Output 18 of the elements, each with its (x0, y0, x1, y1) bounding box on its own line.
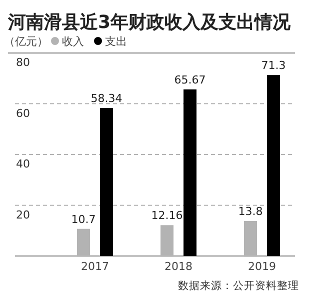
x-tick-label: 2018 (164, 260, 192, 273)
data-label: 13.8 (238, 204, 263, 218)
chart-title: 河南滑县近3年财政收入及支出情况 (7, 12, 292, 33)
data-label: 12.16 (151, 209, 183, 222)
data-label: 71.3 (261, 59, 286, 72)
legend-label: 收入 (62, 35, 84, 48)
y-tick-label: 60 (16, 106, 30, 120)
legend-label: 支出 (105, 35, 127, 48)
y-tick-label: 80 (16, 56, 30, 69)
data-label: 58.34 (90, 92, 122, 105)
data-label: 65.67 (174, 73, 206, 86)
y-tick-label: 20 (16, 208, 30, 222)
y-axis-title: （亿元） (4, 35, 48, 48)
y-tick-label: 40 (16, 158, 30, 170)
data-label: 10.7 (71, 212, 96, 226)
source-note: 数据来源：公开资料整理 (178, 279, 299, 292)
x-tick-label: 2019 (248, 260, 276, 273)
x-tick-label: 2017 (81, 260, 109, 273)
